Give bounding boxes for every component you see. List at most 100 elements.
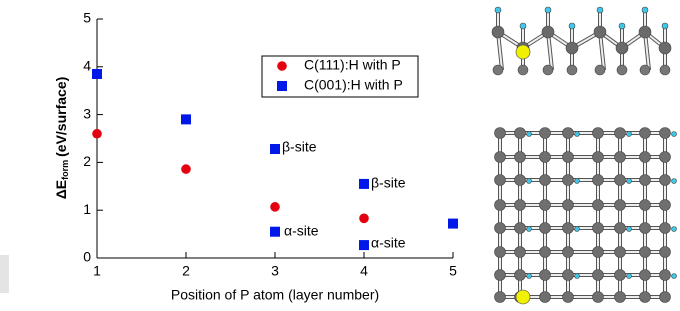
atom xyxy=(540,200,551,211)
x-tick-label: 2 xyxy=(182,263,190,279)
point xyxy=(270,144,280,154)
y-tick-label: 1 xyxy=(83,201,91,217)
atom xyxy=(593,270,604,281)
atom xyxy=(495,223,506,234)
atom xyxy=(515,128,526,139)
atom xyxy=(642,7,648,13)
y-tick-label: 4 xyxy=(83,58,91,74)
atom xyxy=(640,200,651,211)
atom xyxy=(593,152,604,163)
x-tick-label: 4 xyxy=(360,263,368,279)
atom xyxy=(615,152,626,163)
atom xyxy=(527,132,532,137)
atom xyxy=(640,128,651,139)
atom xyxy=(540,247,551,258)
atom xyxy=(515,175,526,186)
atom xyxy=(495,247,506,258)
point xyxy=(181,164,191,174)
atom xyxy=(660,175,671,186)
atom xyxy=(518,65,528,75)
x-tick-label: 1 xyxy=(93,263,101,279)
atom xyxy=(672,227,677,232)
point xyxy=(359,240,369,250)
atom xyxy=(593,175,604,186)
atom xyxy=(515,200,526,211)
atom xyxy=(563,200,574,211)
atom xyxy=(495,128,506,139)
atom xyxy=(640,65,650,75)
annotation: α-site xyxy=(284,223,319,239)
atom xyxy=(540,223,551,234)
y-tick-label: 3 xyxy=(83,105,91,121)
atom xyxy=(540,292,551,303)
atom xyxy=(493,65,503,75)
atom xyxy=(575,274,580,279)
atom xyxy=(542,26,554,38)
atom xyxy=(627,179,632,184)
atom xyxy=(495,270,506,281)
atom xyxy=(615,200,626,211)
atom xyxy=(640,175,651,186)
atom xyxy=(515,152,526,163)
legend-label: C(001):H with P xyxy=(304,77,403,93)
point xyxy=(270,227,280,237)
y-label-sub: form xyxy=(60,160,70,180)
point xyxy=(448,219,458,229)
atom xyxy=(639,26,651,38)
legend-marker xyxy=(277,61,287,71)
legend-label: C(111):H with P xyxy=(304,57,401,73)
atom xyxy=(660,223,671,234)
atom xyxy=(615,175,626,186)
atom xyxy=(615,270,626,281)
legend-marker xyxy=(277,81,287,91)
atom xyxy=(627,227,632,232)
atom xyxy=(662,23,668,29)
atom xyxy=(640,152,651,163)
y-tick-label: 2 xyxy=(83,153,91,169)
atom xyxy=(569,23,575,29)
atom xyxy=(540,175,551,186)
point xyxy=(181,114,191,124)
atom xyxy=(495,152,506,163)
atom xyxy=(495,200,506,211)
atom xyxy=(563,247,574,258)
atom xyxy=(563,128,574,139)
atom xyxy=(593,128,604,139)
atom xyxy=(527,179,532,184)
x-tick-label: 5 xyxy=(449,263,457,279)
atom xyxy=(515,247,526,258)
annotation: β-site xyxy=(282,139,317,155)
atom xyxy=(672,132,677,137)
atom xyxy=(567,65,577,75)
atom xyxy=(640,223,651,234)
atom xyxy=(672,179,677,184)
atom xyxy=(566,42,578,54)
atom xyxy=(563,292,574,303)
atom xyxy=(593,247,604,258)
atom xyxy=(540,152,551,163)
atom xyxy=(593,223,604,234)
atom xyxy=(627,274,632,279)
atom xyxy=(660,292,671,303)
x-axis-label: Position of P atom (layer number) xyxy=(171,287,379,303)
atom xyxy=(619,23,625,29)
atom xyxy=(660,152,671,163)
atom xyxy=(495,7,501,13)
atom xyxy=(640,247,651,258)
atom xyxy=(563,152,574,163)
atom xyxy=(593,200,604,211)
atom xyxy=(516,45,530,59)
atom xyxy=(575,227,580,232)
atom xyxy=(615,247,626,258)
atom xyxy=(627,132,632,137)
figure: Position of P atom (layer number) ΔEform… xyxy=(0,0,680,311)
atom xyxy=(520,23,526,29)
atom xyxy=(575,132,580,137)
y-label-main: ΔE xyxy=(53,180,69,199)
atom xyxy=(615,292,626,303)
y-axis-label: ΔEform (eV/surface) xyxy=(53,77,71,200)
side-tab xyxy=(0,255,9,293)
atom xyxy=(515,223,526,234)
atom xyxy=(527,274,532,279)
y-label-unit: (eV/surface) xyxy=(53,77,69,157)
